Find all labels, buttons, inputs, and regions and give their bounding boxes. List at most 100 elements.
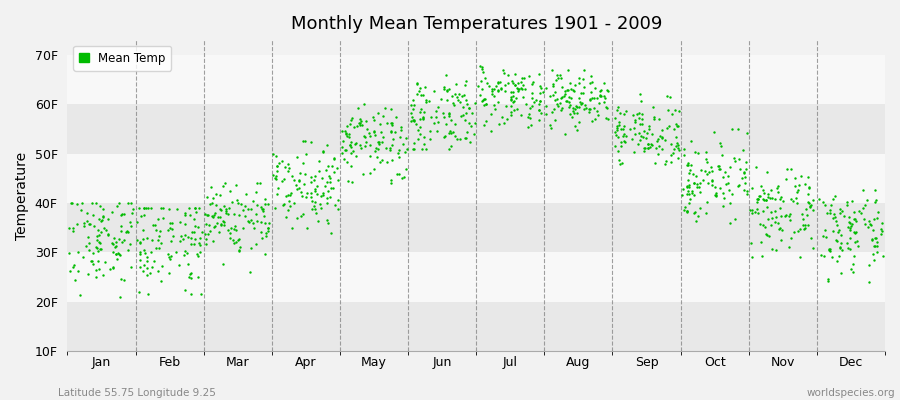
Point [238,203,252,209]
Point [773,195,788,202]
Point [180,261,194,267]
Point [184,270,199,276]
Point [398,148,412,155]
Point [564,114,579,120]
Point [472,63,487,69]
Point [97,225,112,232]
Point [830,238,844,244]
Point [558,88,572,94]
Point [163,256,177,262]
Point [682,167,697,173]
Point [688,209,702,215]
Point [66,228,80,234]
Point [713,185,727,192]
Point [335,144,349,150]
Point [751,196,765,202]
Point [658,160,672,167]
Point [321,163,336,169]
Point [858,221,872,228]
Point [244,205,258,212]
Point [305,197,320,204]
Point [861,224,876,230]
Point [416,115,430,122]
Point [544,125,558,131]
Point [423,136,437,142]
Point [713,140,727,146]
Point [823,246,837,252]
Point [613,160,627,167]
Point [640,141,654,147]
Point [585,118,599,124]
Point [427,88,441,94]
Point [184,229,199,235]
Point [299,194,313,200]
Point [195,229,210,235]
Point [774,237,788,244]
Point [721,172,735,179]
Point [593,87,608,94]
Point [626,125,641,131]
Point [275,158,290,164]
Point [358,134,373,141]
Point [759,231,773,238]
Point [269,163,284,169]
Point [174,232,188,239]
Point [685,190,699,196]
Point [788,182,802,189]
Point [76,254,90,260]
Point [464,110,479,116]
Point [788,174,802,181]
Point [847,208,861,215]
Point [559,98,573,104]
Point [442,110,456,116]
Point [590,108,605,114]
Point [659,158,673,164]
Point [146,222,160,229]
Point [632,110,646,117]
Point [363,152,377,159]
Point [95,272,110,278]
Point [867,216,881,223]
Point [320,220,335,226]
Point [88,200,103,206]
Point [716,174,730,180]
Bar [68,104,885,154]
Point [89,266,104,273]
Point [487,102,501,108]
Point [492,121,507,128]
Point [342,134,356,140]
Point [627,130,642,137]
Point [576,76,590,83]
Point [216,261,230,267]
Point [308,198,322,205]
Point [806,206,820,213]
Point [375,112,390,119]
Point [356,133,371,140]
Point [367,128,382,134]
Point [750,199,764,206]
Point [539,102,554,109]
Point [868,199,882,206]
Point [208,210,222,217]
Point [532,117,546,124]
Point [96,214,111,220]
Point [303,179,318,186]
Point [112,200,126,206]
Point [723,220,737,226]
Point [353,122,367,128]
Point [567,110,581,116]
Point [526,79,540,86]
Point [271,185,285,192]
Point [728,158,742,164]
Point [743,207,758,213]
Point [608,128,623,135]
Point [177,287,192,293]
Point [456,92,471,98]
Point [669,121,683,127]
Point [371,110,385,116]
Point [536,88,550,95]
Point [101,216,115,222]
Bar [68,154,885,203]
Point [210,220,224,226]
Point [217,203,231,209]
